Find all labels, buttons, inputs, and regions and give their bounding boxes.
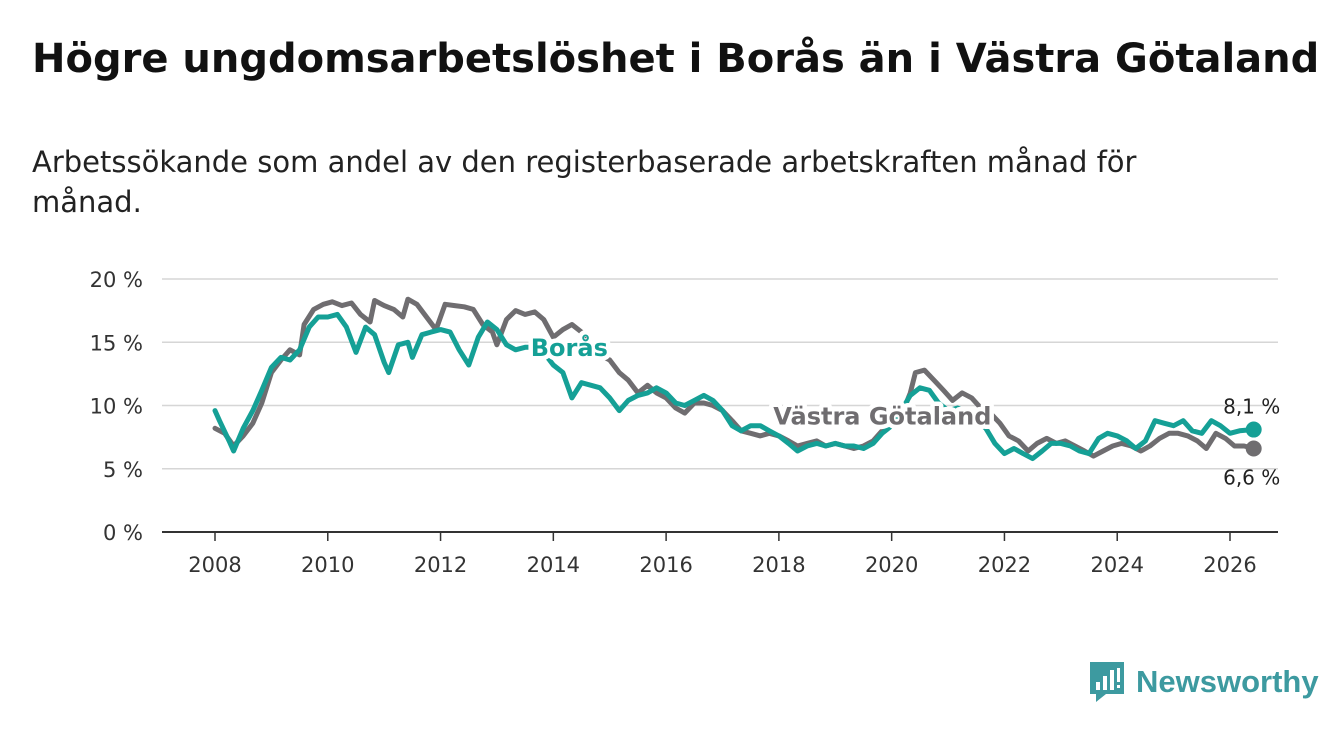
y-tick-label: 15 %: [90, 331, 143, 355]
y-tick-label: 20 %: [90, 268, 143, 292]
x-tick-label: 2010: [301, 553, 354, 577]
series-label-halo: Borås: [531, 333, 608, 362]
x-tick-label: 2012: [414, 553, 467, 577]
chart-subtitle: Arbetssökande som andel av den registerb…: [32, 145, 1137, 219]
y-tick-label: 10 %: [90, 395, 143, 419]
newsworthy-logo-icon: [1090, 662, 1124, 702]
brand-logo: Newsworthy: [1088, 660, 1319, 704]
chart-title: Högre ungdomsarbetslöshet i Borås än i V…: [32, 36, 1320, 82]
end-label: 8,1 %: [1223, 395, 1280, 419]
end-marker-v-stra-g-taland: [1245, 440, 1262, 457]
x-tick-label: 2018: [752, 553, 805, 577]
series-label: Borås: [531, 333, 608, 362]
series-label: Västra Götaland: [773, 402, 991, 430]
x-tick-label: 2024: [1090, 553, 1143, 577]
brand-name: Newsworthy: [1136, 664, 1319, 699]
x-tick-label: 2020: [865, 553, 918, 577]
x-tick-label: 2026: [1203, 553, 1256, 577]
x-tick-label: 2022: [978, 553, 1031, 577]
series-label-halo: Västra Götaland: [773, 402, 991, 430]
end-marker-bor-s: [1245, 421, 1262, 438]
y-tick-label: 0 %: [103, 521, 143, 545]
x-tick-label: 2008: [188, 553, 241, 577]
series-line-bor-s: [212, 311, 1257, 462]
series-line-v-stra-g-taland: [212, 296, 1257, 459]
end-label: 6,6 %: [1223, 466, 1280, 490]
x-tick-label: 2016: [639, 553, 692, 577]
y-tick-label: 5 %: [103, 458, 143, 482]
x-tick-label: 2014: [527, 553, 580, 577]
